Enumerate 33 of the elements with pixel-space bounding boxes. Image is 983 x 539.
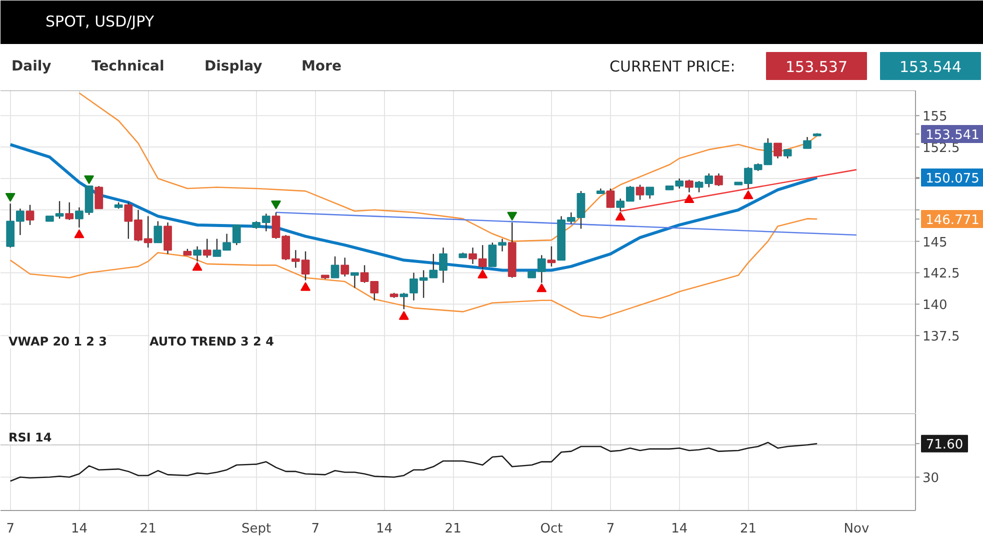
chart-title: SPOT, USD/JPY	[46, 12, 155, 30]
x-tick-label: 7	[6, 522, 14, 536]
text: Daily	[12, 58, 52, 74]
text: Display	[204, 58, 262, 74]
y-tick-label: 137.5	[922, 330, 960, 345]
y-tick-label: 153.541	[926, 128, 980, 143]
text: 153.537	[785, 58, 848, 76]
x-tick-label: 21	[444, 522, 462, 536]
x-tick-label: Oct	[540, 522, 563, 536]
x-tick-label: Sept	[242, 522, 272, 536]
x-tick-label: 21	[140, 522, 156, 536]
y-tick-label: 71.60	[926, 438, 964, 453]
text: CURRENT PRICE:	[610, 58, 736, 76]
x-tick-label: 7	[311, 522, 320, 536]
text: Technical	[92, 58, 164, 74]
x-tick-label: 21	[740, 522, 757, 536]
x-tick-label: Nov	[844, 522, 870, 536]
y-tick-label: 30	[922, 471, 940, 486]
annotation: VWAP 20 1 2 3	[8, 334, 108, 348]
y-tick-label: 146.771	[926, 213, 980, 228]
y-tick-label: 140	[922, 298, 948, 314]
y-tick-label: 155	[922, 110, 948, 125]
annotation: RSI 14	[8, 430, 52, 444]
text: 153.544	[899, 58, 962, 76]
x-tick-label: 14	[376, 522, 392, 536]
x-tick-label: 7	[606, 522, 615, 536]
text: More	[302, 58, 342, 74]
y-tick-label: 142.5	[922, 266, 960, 282]
y-tick-label: 145	[922, 235, 948, 250]
x-tick-label: 14	[671, 522, 688, 536]
annotation: AUTO TREND 3 2 4	[150, 334, 274, 348]
x-tick-label: 14	[70, 522, 88, 536]
y-tick-label: 150.075	[926, 172, 980, 187]
